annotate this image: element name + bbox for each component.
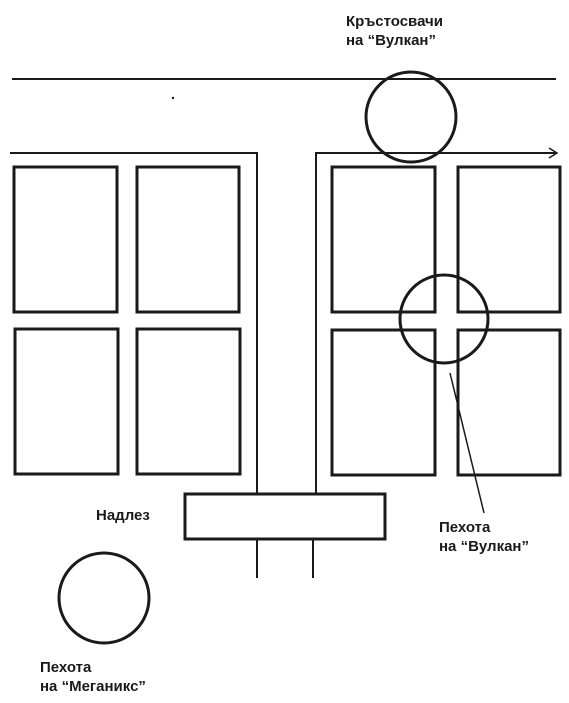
- building-left-bottom-2: [135, 327, 242, 476]
- overpass-label: Надлез: [96, 507, 150, 524]
- infantry-vulkan-marker: [398, 273, 490, 365]
- infantry-meganiks-label-line1: Пехота: [40, 659, 92, 676]
- building-right-bottom-1: [330, 328, 437, 477]
- left-block-outline: [10, 152, 258, 495]
- infantry-vulkan-label-line2: на “Вулкан”: [439, 538, 529, 555]
- infantry-vulkan-label: Пехота на “Вулкан”: [439, 518, 529, 556]
- infantry-meganiks-marker: [57, 551, 151, 645]
- crusaders-vulkan-marker: [364, 70, 458, 164]
- crusaders-vulkan-label: Кръстосвачи на “Вулкан”: [346, 12, 443, 50]
- building-left-top-2: [135, 165, 241, 314]
- crusaders-vulkan-label-line1: Кръстосвачи: [346, 13, 443, 30]
- right-block-outline: [315, 152, 556, 495]
- infantry-meganiks-label: Пехота на “Меганикс”: [40, 658, 146, 696]
- ink-speck: [171, 96, 175, 100]
- infantry-vulkan-label-line1: Пехота: [439, 519, 491, 536]
- infantry-vulkan-leader-line: [449, 372, 485, 514]
- building-left-bottom-1: [13, 327, 120, 476]
- infantry-meganiks-label-line2: на “Меганикс”: [40, 678, 146, 695]
- building-right-bottom-2: [456, 328, 562, 477]
- crusaders-vulkan-label-line2: на “Вулкан”: [346, 32, 436, 49]
- road-arrow-tip: [548, 147, 559, 159]
- overpass-block: [183, 492, 387, 541]
- building-left-top-1: [12, 165, 119, 314]
- building-right-top-1: [330, 165, 437, 314]
- building-right-top-2: [456, 165, 562, 314]
